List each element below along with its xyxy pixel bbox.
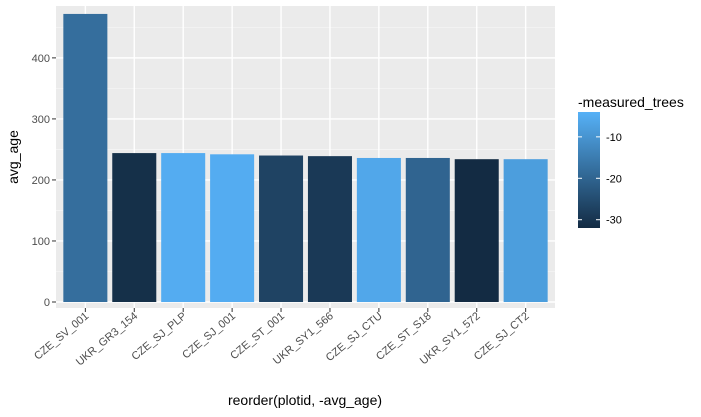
bar-cze-sj-plp [161, 153, 206, 302]
bars [63, 13, 548, 302]
bar-cze-sj-001 [210, 154, 255, 302]
bar-cze-st-001 [259, 155, 304, 302]
legend-tick-label: -20 [606, 173, 622, 185]
legend-title: -measured_trees [578, 94, 684, 110]
bar-cze-sv-001 [63, 13, 108, 302]
bar-ukr-sy1-566 [307, 156, 352, 302]
y-tick-label: 0 [44, 297, 50, 309]
y-tick-label: 100 [32, 236, 50, 248]
y-axis: 0 100 200 300 400 [32, 53, 56, 309]
x-axis-title: reorder(plotid, -avg_age) [228, 392, 382, 408]
legend-ticks: -10 -20 -30 [578, 132, 622, 227]
bar-ukr-sy1-572 [454, 159, 499, 302]
legend-tick-label: -10 [606, 132, 622, 144]
y-tick-label: 400 [32, 53, 50, 65]
y-tick-label: 300 [32, 114, 50, 126]
legend-tick-label: -30 [606, 215, 622, 227]
bar-ukr-gr3-154 [112, 153, 157, 302]
legend: -measured_trees -10 -20 -30 [578, 94, 684, 228]
bar-cze-sj-ct2 [503, 159, 548, 302]
y-tick-label: 200 [32, 175, 50, 187]
bar-cze-st-s18 [405, 157, 450, 302]
x-axis: CZE_SV_001UKR_GR3_154CZE_SJ_PLPCZE_SJ_00… [32, 308, 532, 368]
y-axis-title: avg_age [5, 130, 21, 184]
bar-cze-sj-ctu [356, 157, 401, 302]
legend-colorbar [578, 112, 600, 228]
